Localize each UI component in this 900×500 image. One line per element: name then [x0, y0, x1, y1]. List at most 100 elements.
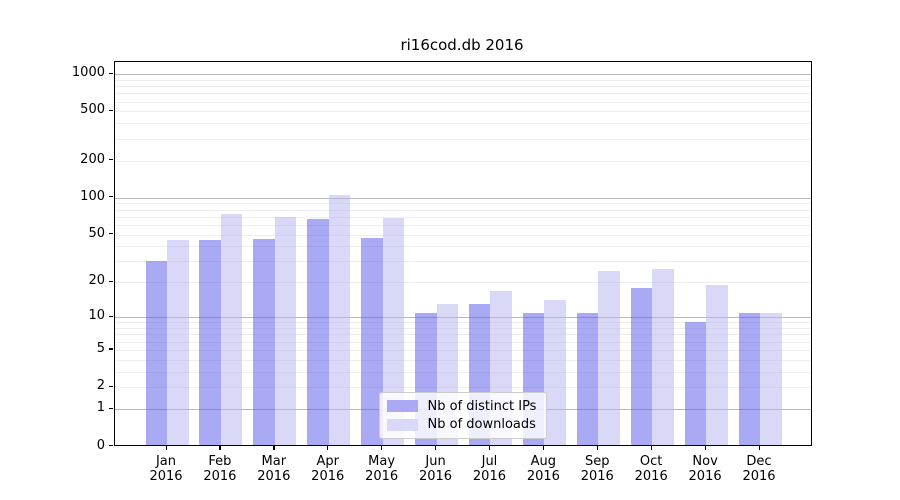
gridline-major-1000	[114, 74, 811, 76]
y-tick-label-0: 0	[96, 437, 105, 453]
y-tickmark-50	[109, 233, 113, 235]
y-tick-label-100: 100	[80, 188, 105, 204]
x-tickmark-oct	[650, 445, 652, 450]
x-tickmark-nov	[704, 445, 706, 450]
x-tick-label-apr: Apr 2016	[311, 453, 345, 485]
gridline-minor-500	[114, 111, 811, 113]
gridline-minor-200	[114, 160, 811, 162]
bar-ips-sep	[576, 312, 599, 446]
gridline-minor-60	[114, 224, 811, 226]
y-tick-label-2: 2	[96, 378, 105, 394]
gridline-major-100	[114, 197, 811, 199]
gridline-major-10	[114, 317, 811, 319]
x-tick-label-jul: Jul 2016	[472, 453, 506, 485]
y-tick-label-20: 20	[88, 273, 105, 289]
legend-label-downloads: Nb of downloads	[427, 417, 536, 433]
x-tick-label-sep: Sep 2016	[580, 453, 614, 485]
x-tickmark-jul	[488, 445, 491, 450]
y-tickmark-1000	[109, 72, 113, 74]
bar-downloads-sep	[598, 270, 620, 446]
y-tickmark-0	[109, 445, 113, 447]
x-tick-label-may: May 2016	[365, 453, 399, 485]
bar-ips-apr	[307, 219, 329, 446]
legend-item-distinct-ips: Nb of distinct IPs	[386, 397, 538, 416]
x-tick-label-oct: Oct 2016	[634, 453, 668, 485]
gridline-minor-300	[114, 138, 811, 140]
gridline-minor-7	[114, 334, 811, 336]
bar-ips-nov	[684, 322, 707, 446]
gridline-minor-3	[114, 371, 811, 373]
y-tick-label-1: 1	[96, 400, 105, 416]
gridline-minor-2	[114, 387, 811, 389]
bar-downloads-dec	[760, 312, 782, 446]
bar-downloads-oct	[652, 268, 674, 446]
bar-downloads-mar	[274, 216, 297, 446]
x-tick-label-dec: Dec 2016	[742, 453, 776, 485]
y-tick-label-5: 5	[96, 340, 105, 356]
x-tickmark-feb	[219, 445, 221, 450]
gridline-minor-50	[114, 234, 811, 236]
x-tick-label-jan: Jan 2016	[149, 453, 183, 485]
x-tickmark-sep	[596, 445, 598, 450]
y-tickmark-200	[109, 159, 113, 161]
legend-label-distinct-ips: Nb of distinct IPs	[427, 398, 537, 414]
gridline-minor-40	[114, 246, 811, 248]
gridline-minor-8	[114, 328, 811, 330]
bar-ips-oct	[630, 287, 653, 446]
x-tick-label-jun: Jun 2016	[418, 453, 453, 485]
x-tickmark-mar	[273, 445, 275, 450]
x-tickmark-jun	[435, 445, 437, 450]
x-tickmark-apr	[327, 445, 329, 450]
chart-title: ri16cod.db 2016	[400, 36, 524, 54]
y-tick-label-200: 200	[80, 151, 105, 167]
x-tickmark-aug	[542, 445, 545, 450]
gridline-minor-4	[114, 359, 811, 361]
y-tickmark-100	[109, 196, 113, 198]
gridline-minor-20	[114, 282, 811, 284]
y-tick-label-500: 500	[80, 102, 105, 118]
y-tickmark-1	[109, 407, 113, 409]
plot-area: Nb of distinct IPs Nb of downloads	[113, 61, 812, 446]
gridline-minor-600	[114, 101, 811, 103]
gridline-minor-70	[114, 216, 811, 218]
gridline-minor-800	[114, 86, 811, 88]
bar-downloads-apr	[328, 195, 351, 446]
bar-ips-feb	[199, 240, 221, 446]
gridline-minor-5	[114, 349, 811, 351]
gridline-minor-30	[114, 261, 811, 263]
x-tick-label-aug: Aug 2016	[526, 453, 560, 485]
y-tickmark-5	[109, 348, 113, 350]
legend-swatch-downloads	[386, 418, 418, 431]
bar-downloads-nov	[706, 284, 728, 446]
bar-ips-dec	[738, 312, 760, 446]
y-tickmark-500	[109, 109, 113, 112]
gridline-minor-400	[114, 123, 811, 125]
x-tick-label-feb: Feb 2016	[203, 453, 237, 485]
y-tick-label-10: 10	[88, 308, 105, 324]
x-tickmark-dec	[758, 445, 760, 450]
gridline-minor-90	[114, 203, 811, 205]
y-tick-label-1000: 1000	[71, 65, 105, 81]
gridline-minor-9	[114, 322, 811, 324]
x-tick-label-nov: Nov 2016	[688, 453, 722, 485]
bar-ips-may	[361, 237, 383, 446]
legend-swatch-distinct-ips	[386, 400, 418, 413]
bar-downloads-feb	[220, 214, 243, 446]
legend: Nb of distinct IPs Nb of downloads	[378, 392, 547, 439]
gridline-minor-6	[114, 341, 811, 343]
y-tickmark-10	[109, 315, 113, 317]
bar-ips-mar	[253, 238, 275, 446]
x-tickmark-may	[381, 445, 383, 450]
bar-ips-jan	[145, 261, 167, 446]
y-tick-label-50: 50	[88, 225, 105, 241]
legend-item-downloads: Nb of downloads	[386, 416, 538, 435]
gridline-minor-700	[114, 93, 811, 95]
y-tickmark-2	[109, 385, 113, 387]
bar-downloads-jan	[167, 240, 189, 446]
bar-downloads-may	[382, 218, 405, 446]
y-tickmark-20	[109, 280, 113, 283]
x-tick-label-mar: Mar 2016	[257, 453, 291, 485]
gridline-minor-80	[114, 209, 811, 211]
x-tickmark-jan	[165, 445, 167, 450]
